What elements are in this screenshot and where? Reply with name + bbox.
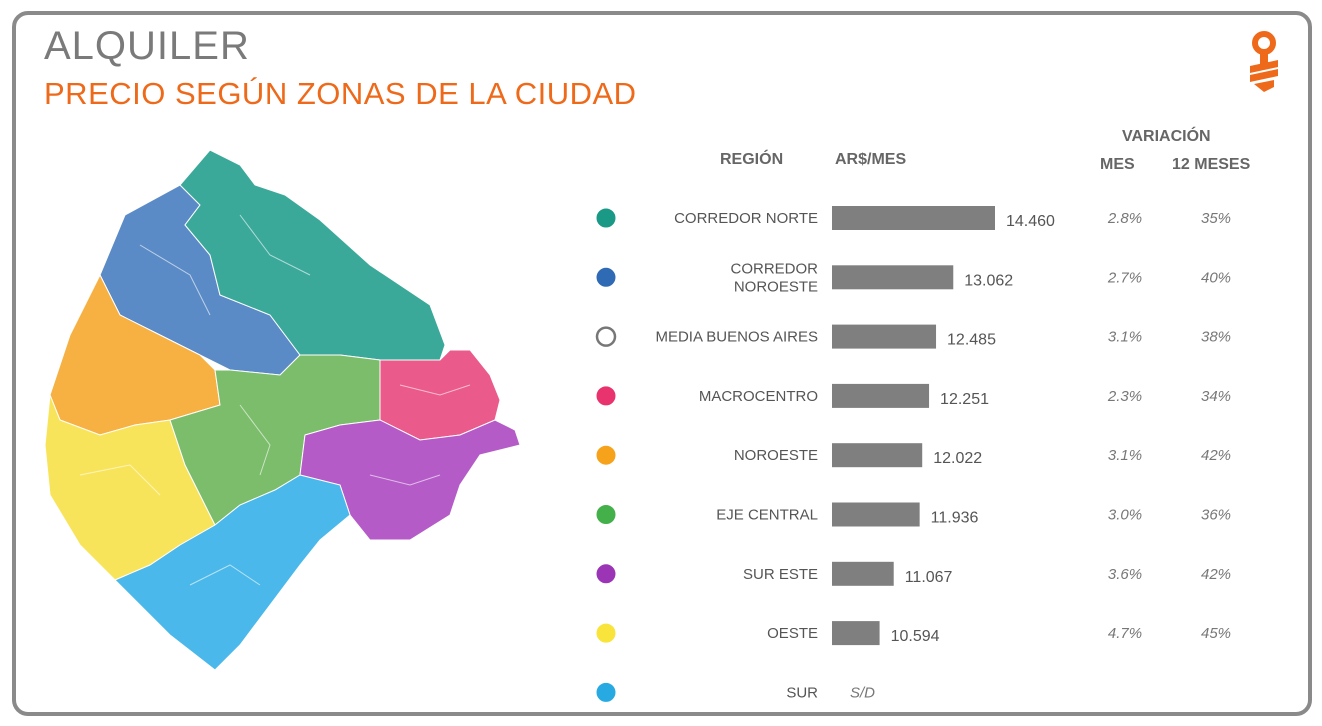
legend-dot-3 bbox=[596, 386, 616, 406]
city-zones-map bbox=[44, 149, 521, 671]
bar-6 bbox=[832, 561, 894, 586]
bar-2 bbox=[832, 324, 937, 349]
rent-price-bar-chart: CORREDOR NORTE 14.460 2.8% 35% CORREDOR NOROE… bbox=[595, 206, 1231, 702]
value-label-8: S/D bbox=[850, 684, 875, 701]
bar-5 bbox=[832, 502, 920, 527]
column-header-region: REGIÓN bbox=[720, 151, 784, 168]
region-label-7: OESTE bbox=[767, 625, 818, 642]
region-label-4: NOROESTE bbox=[734, 447, 818, 464]
value-label-5: 11.936 bbox=[931, 510, 979, 527]
bar-0 bbox=[832, 206, 995, 230]
bar-4 bbox=[832, 443, 923, 468]
legend-dot-0 bbox=[596, 208, 616, 228]
variation-12m-6: 42% bbox=[1201, 566, 1231, 583]
column-header-month: MES bbox=[1100, 156, 1135, 173]
column-header-12-months: 12 MESES bbox=[1172, 156, 1251, 173]
variation-month-5: 3.0% bbox=[1108, 507, 1142, 524]
value-label-2: 12.485 bbox=[947, 332, 996, 349]
value-label-0: 14.460 bbox=[1006, 213, 1055, 230]
variation-12m-3: 34% bbox=[1201, 388, 1231, 405]
variation-month-7: 4.7% bbox=[1108, 625, 1142, 642]
region-label-0: CORREDOR NORTE bbox=[674, 210, 818, 227]
bar-1 bbox=[832, 265, 954, 290]
region-label-6: SUR ESTE bbox=[743, 566, 818, 583]
legend-dot-8 bbox=[596, 682, 616, 702]
variation-month-6: 3.6% bbox=[1108, 566, 1142, 583]
value-label-1: 13.062 bbox=[964, 272, 1013, 289]
page-title: ALQUILER bbox=[44, 24, 250, 68]
variation-12m-2: 38% bbox=[1201, 329, 1231, 346]
legend-dot-7 bbox=[596, 623, 616, 643]
legend-dot-6 bbox=[596, 564, 616, 584]
variation-12m-4: 42% bbox=[1201, 447, 1231, 464]
region-label-3: MACROCENTRO bbox=[699, 388, 818, 405]
bar-3 bbox=[832, 383, 930, 408]
value-label-3: 12.251 bbox=[940, 391, 989, 408]
region-label-1: CORREDOR NOROESTE bbox=[730, 260, 818, 295]
region-label-2: MEDIA BUENOS AIRES bbox=[655, 329, 818, 346]
map-zone-sur bbox=[114, 474, 351, 671]
map-zone-corredor-norte bbox=[179, 149, 446, 361]
variation-12m-1: 40% bbox=[1201, 269, 1231, 286]
region-label-8: SUR bbox=[786, 684, 818, 701]
key-logo-icon bbox=[1250, 31, 1278, 92]
variation-month-3: 2.3% bbox=[1107, 388, 1142, 405]
legend-dot-2 bbox=[595, 326, 617, 347]
page-subtitle: PRECIO SEGÚN ZONAS DE LA CIUDAD bbox=[44, 76, 637, 111]
legend-dot-5 bbox=[596, 505, 616, 524]
legend-dot-1 bbox=[596, 267, 616, 287]
value-label-6: 11.067 bbox=[905, 569, 953, 586]
variation-month-2: 3.1% bbox=[1108, 329, 1142, 346]
region-label-5: EJE CENTRAL bbox=[716, 507, 818, 524]
value-label-7: 10.594 bbox=[891, 628, 940, 645]
value-label-4: 12.022 bbox=[933, 450, 982, 467]
column-header-variation: VARIACIÓN bbox=[1122, 128, 1211, 145]
legend-dot-4 bbox=[596, 445, 616, 465]
variation-month-0: 2.8% bbox=[1107, 210, 1142, 227]
variation-month-4: 3.1% bbox=[1108, 447, 1142, 464]
variation-12m-5: 36% bbox=[1201, 507, 1231, 524]
variation-12m-0: 35% bbox=[1201, 210, 1231, 227]
variation-12m-7: 45% bbox=[1201, 625, 1231, 642]
column-header-price: AR$/MES bbox=[835, 151, 907, 168]
variation-month-1: 2.7% bbox=[1107, 269, 1142, 286]
bar-7 bbox=[832, 621, 880, 646]
